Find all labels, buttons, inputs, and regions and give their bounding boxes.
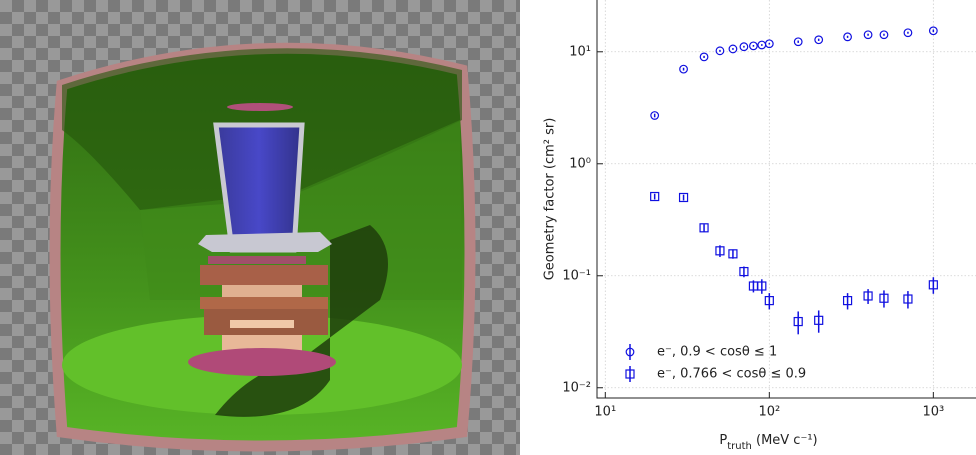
figure: 10⁻² 10⁻¹ 10⁰ 10¹ 10¹ 10² 10³ Geometry factor (… (0, 0, 976, 455)
y-tick-label: 10¹ (569, 44, 591, 59)
x-tick-label: 10³ (922, 405, 944, 420)
x-tick-label: 10² (758, 405, 780, 420)
y-axis-label: Geometry factor (cm² sr) (543, 118, 558, 281)
x-axis-label-part: (MeV c⁻¹) (752, 433, 818, 448)
y-tick-label: 10⁻² (562, 380, 591, 395)
y-tick-label: 10⁰ (569, 156, 591, 171)
x-axis-label-part: truth (727, 441, 752, 452)
axes-frame (597, 0, 976, 398)
detector-render (0, 0, 520, 455)
x-axis-label: Ptruth (MeV c⁻¹) (719, 433, 817, 452)
legend-label: e⁻, 0.766 < cosθ ≤ 0.9 (657, 367, 806, 382)
legend-label: e⁻, 0.9 < cosθ ≤ 1 (657, 345, 777, 360)
x-tick-label: 10¹ (594, 405, 616, 420)
y-tick-label: 10⁻¹ (562, 268, 591, 283)
page: {"chart_data": { "type": "scatter", "x_l… (0, 0, 976, 455)
x-axis-label-part: P (719, 433, 727, 448)
